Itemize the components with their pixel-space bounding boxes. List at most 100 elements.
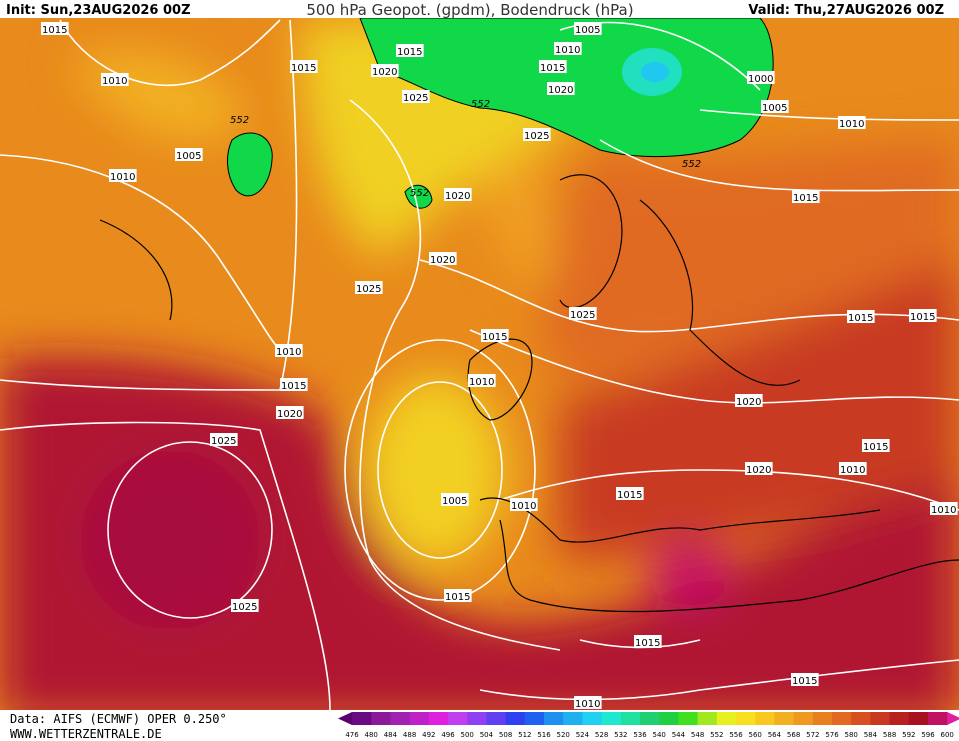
isobar-label: 1020 <box>736 397 761 408</box>
colorbar-label: 584 <box>864 731 878 739</box>
isobar-label-bg <box>574 696 602 709</box>
isobar-label: 1020 <box>277 409 302 420</box>
isobar-label-bg <box>745 462 773 475</box>
colorbar-label: 560 <box>749 731 762 739</box>
isobar-label: 552 <box>682 159 701 170</box>
isobar-label: 1025 <box>232 602 257 613</box>
colorbar-swatch <box>697 712 718 725</box>
colorbar-swatch <box>755 712 775 725</box>
isobar-label-bg <box>41 22 69 35</box>
isobar-label: 1015 <box>482 332 507 343</box>
isobar-label-bg <box>275 344 303 357</box>
isobar-label: 552 <box>410 188 429 199</box>
isobar-label: 1015 <box>291 63 316 74</box>
isobar-label: 1005 <box>762 103 787 114</box>
isobar-label: 1015 <box>281 381 306 392</box>
colorbar-label: 520 <box>557 731 570 739</box>
isobar-label-bg <box>231 599 259 612</box>
isobar-label-bg <box>481 329 509 342</box>
isobar-label-bg <box>523 128 551 141</box>
colorbar-label: 548 <box>691 731 704 739</box>
isobar-label: 1010 <box>840 465 865 476</box>
isobar-label-bg <box>355 281 383 294</box>
isobar-label: 1025 <box>403 93 428 104</box>
colorbar-label: 504 <box>480 731 494 739</box>
isobar-label: 1015 <box>617 490 642 501</box>
isobar-label: 1025 <box>356 284 381 295</box>
isobar-label: 1015 <box>910 312 935 323</box>
isobar-label: 1020 <box>372 67 397 78</box>
isobar-label: 1005 <box>575 25 600 36</box>
colorbar-swatch <box>678 712 699 725</box>
isobar-label-bg <box>468 374 496 387</box>
isobar-label-bg <box>847 310 875 323</box>
colorbar-label: 480 <box>365 731 378 739</box>
isobar-label: 1020 <box>430 255 455 266</box>
isobar-label-bg <box>444 188 472 201</box>
colorbar-swatch <box>390 712 411 725</box>
colorbar-label: 528 <box>595 731 608 739</box>
colorbar-label: 476 <box>345 731 359 739</box>
colorbar-swatch <box>832 712 852 725</box>
isobar-label: 1015 <box>848 313 873 324</box>
isobar-label-bg <box>747 71 775 84</box>
colorbar-swatch <box>620 712 641 725</box>
colorbar-swatch <box>928 712 948 725</box>
isobar-label: 1010 <box>575 699 600 710</box>
isobar-label-bg <box>554 42 582 55</box>
isobar-label: 1025 <box>570 310 595 321</box>
colorbar-high <box>947 712 959 725</box>
isobar-label-bg <box>444 589 472 602</box>
isobar-label-bg <box>909 309 937 322</box>
isobar-label-bg <box>838 116 866 129</box>
isobar-label-bg <box>210 433 238 446</box>
colorbar-swatch <box>505 712 526 725</box>
isobar-label: 1005 <box>176 151 201 162</box>
colorbar-swatch <box>601 712 622 725</box>
isobar-label: 1015 <box>397 47 422 58</box>
colorbar-label: 572 <box>806 731 819 739</box>
colorbar-swatch <box>870 712 891 725</box>
colorbar-label: 576 <box>825 731 839 739</box>
colorbar-label: 488 <box>403 731 416 739</box>
colorbar-label: 524 <box>576 731 590 739</box>
isobar-label-bg <box>101 73 129 86</box>
colorbar-swatch <box>851 712 871 725</box>
colorbar-label: 552 <box>710 731 723 739</box>
isobar-label: 1015 <box>793 193 818 204</box>
isobar-label: 1010 <box>511 501 536 512</box>
isobar-label: 552 <box>230 115 249 126</box>
colorbar-label: 540 <box>653 731 666 739</box>
isobar-label-bg <box>276 406 304 419</box>
colorbar-low <box>338 712 352 725</box>
isobar-label-bg <box>792 190 820 203</box>
colorbar-swatch <box>524 712 545 725</box>
colorbar-label: 496 <box>441 731 455 739</box>
isobar-label-bg <box>290 60 318 73</box>
colorbar-label: 536 <box>633 731 647 739</box>
colorbar-swatch <box>640 712 660 725</box>
isobar-label: 1015 <box>42 25 67 36</box>
colorbar-swatch <box>409 712 430 725</box>
isobar-label-bg <box>429 252 457 265</box>
map-field <box>0 18 959 710</box>
colorbar-swatch <box>352 712 372 725</box>
init-time: Init: Sun,23AUG2026 00Z <box>6 3 191 18</box>
colorbar-label: 564 <box>768 731 782 739</box>
isobar-label-bg <box>839 462 867 475</box>
colorbar-label: 600 <box>941 731 954 739</box>
isobar-label-bg <box>930 502 958 515</box>
colorbar-label: 596 <box>921 731 935 739</box>
isobar-label: 1015 <box>445 592 470 603</box>
colorbar-label: 484 <box>384 731 398 739</box>
isobar-label-bg <box>634 635 662 648</box>
colorbar-label: 580 <box>845 731 858 739</box>
colorbar-label: 544 <box>672 731 686 739</box>
isobar-label: 1010 <box>110 172 135 183</box>
isobar-label: 1010 <box>555 45 580 56</box>
isobar-label: 1015 <box>540 63 565 74</box>
colorbar-swatch <box>544 712 564 725</box>
data-source: Data: AIFS (ECMWF) OPER 0.250° <box>10 712 227 726</box>
